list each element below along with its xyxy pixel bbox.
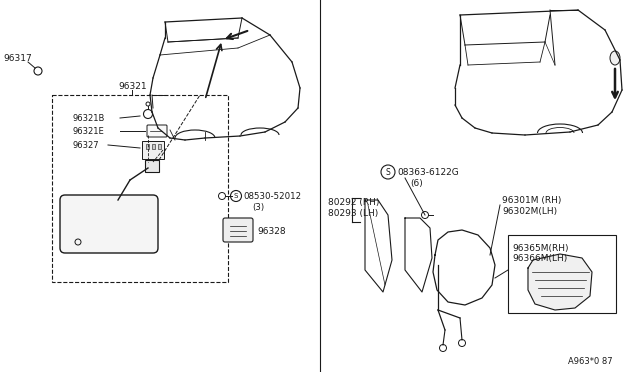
Bar [146, 144, 149, 149]
Polygon shape [528, 254, 592, 310]
Text: 96366M(LH): 96366M(LH) [512, 254, 567, 263]
Text: 96301M (RH): 96301M (RH) [502, 196, 561, 205]
Text: 96328: 96328 [257, 227, 285, 235]
Text: S: S [386, 167, 390, 176]
FancyBboxPatch shape [142, 141, 164, 159]
Text: 08530-52012: 08530-52012 [243, 192, 301, 201]
Bar [145, 160, 159, 172]
Bar [152, 144, 155, 149]
FancyBboxPatch shape [147, 125, 167, 137]
Text: 96327: 96327 [72, 141, 99, 150]
Text: 08363-6122G: 08363-6122G [397, 167, 459, 176]
Text: 96321B: 96321B [72, 113, 104, 122]
Text: 96321: 96321 [118, 81, 147, 90]
Text: (6): (6) [410, 179, 423, 187]
Bar [52, 95, 228, 282]
Text: 96317: 96317 [3, 54, 32, 62]
Text: 80292 (RH): 80292 (RH) [328, 198, 380, 206]
Bar [158, 144, 161, 149]
Text: 96302M(LH): 96302M(LH) [502, 206, 557, 215]
Text: A963*0 87: A963*0 87 [568, 357, 612, 366]
Ellipse shape [610, 51, 620, 65]
Text: S: S [234, 193, 238, 199]
Text: (3): (3) [252, 202, 264, 212]
Text: 96365M(RH): 96365M(RH) [512, 244, 568, 253]
FancyBboxPatch shape [223, 218, 253, 242]
Bar [508, 235, 616, 313]
Text: 96321E: 96321E [72, 126, 104, 135]
FancyBboxPatch shape [60, 195, 158, 253]
Text: 80293 (LH): 80293 (LH) [328, 208, 378, 218]
